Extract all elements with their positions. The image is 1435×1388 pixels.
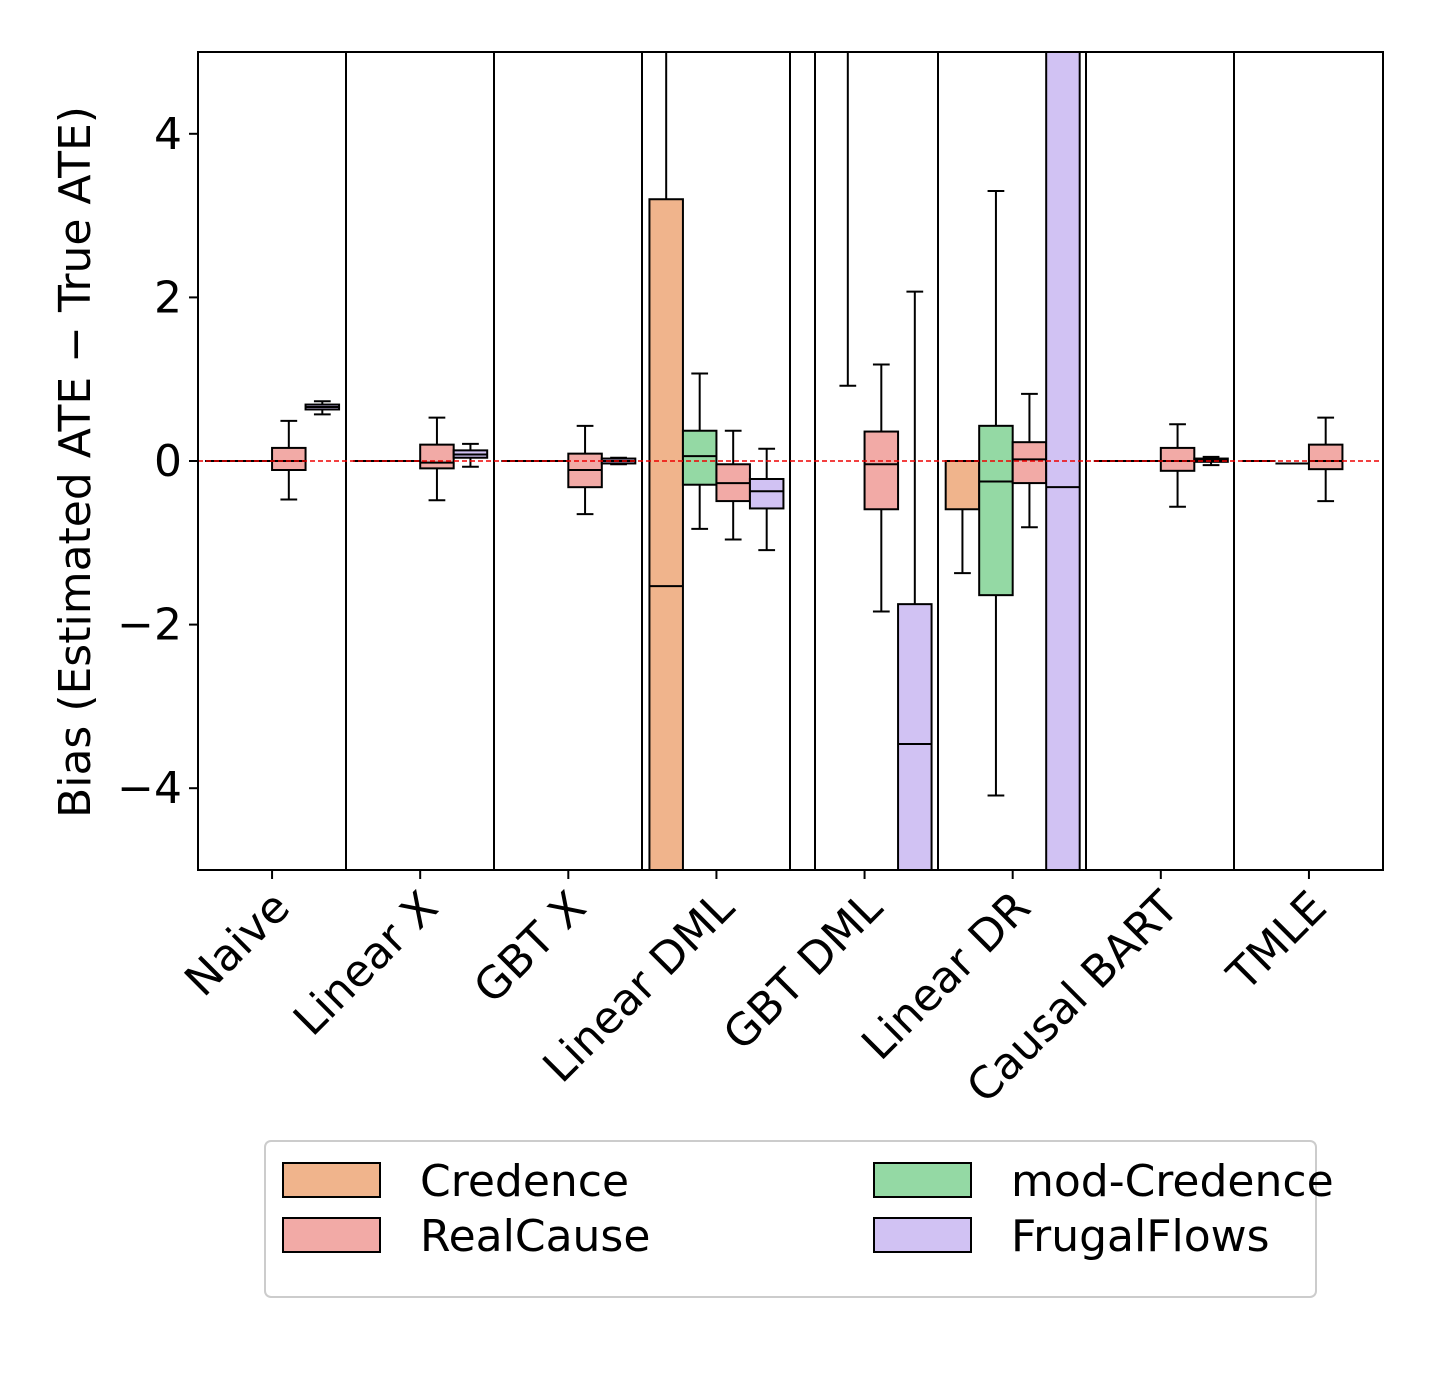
box <box>1011 441 1048 485</box>
box <box>681 429 718 486</box>
x-tick-label: TMLE <box>1217 882 1337 1002</box>
legend-swatch <box>873 1162 972 1198</box>
legend-label: mod-Credence <box>1011 1156 1334 1207</box>
box <box>748 477 785 510</box>
box <box>419 443 455 470</box>
y-tick-label: −4 <box>117 763 182 814</box>
box <box>897 603 933 870</box>
legend <box>264 1140 1317 1298</box>
y-tick-label: 0 <box>154 436 182 487</box>
legend-label: RealCause <box>420 1211 650 1262</box>
x-tick-label: Linear X <box>284 882 448 1046</box>
box <box>1045 52 1081 870</box>
box <box>1307 443 1344 471</box>
box <box>1159 446 1196 472</box>
box <box>863 430 900 511</box>
box <box>944 460 981 511</box>
legend-swatch <box>282 1217 381 1253</box>
y-tick-label: 2 <box>154 272 182 323</box>
legend-label: FrugalFlows <box>1011 1211 1270 1262</box>
x-tick-label: GBT X <box>464 882 596 1014</box>
legend-label: Credence <box>420 1156 629 1207</box>
y-tick-label: 4 <box>154 109 182 160</box>
legend-swatch <box>873 1217 972 1253</box>
legend-swatch <box>282 1162 381 1198</box>
box <box>978 424 1014 597</box>
plot-area <box>198 52 1383 870</box>
x-tick-label: Naive <box>175 882 300 1007</box>
box <box>271 446 307 471</box>
box <box>648 198 684 870</box>
y-axis-label: Bias (Estimated ATE − True ATE) <box>50 106 101 818</box>
y-tick-label: −2 <box>117 600 182 651</box>
